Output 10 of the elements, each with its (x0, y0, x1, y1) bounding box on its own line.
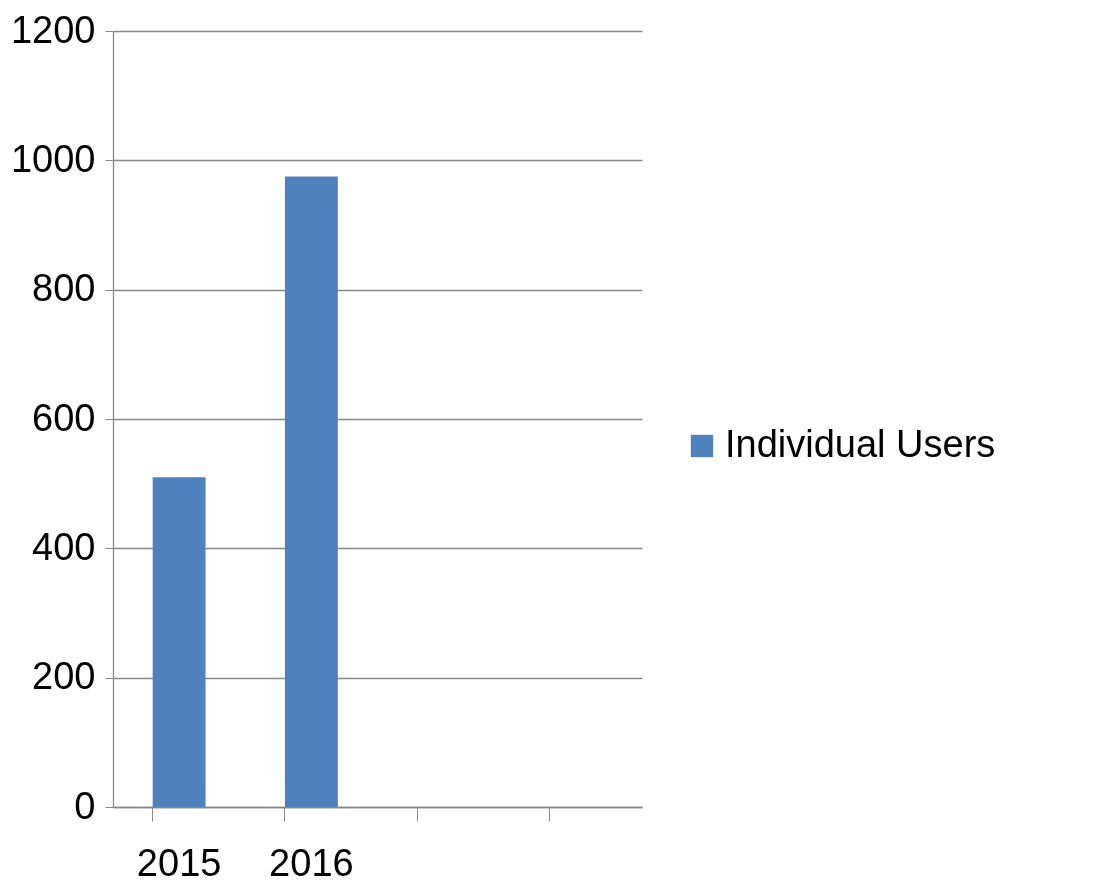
y-tick-label: 1000 (10, 137, 96, 180)
legend-label: Individual Users (725, 423, 996, 465)
x-tick-label: 2016 (269, 841, 354, 884)
x-tick-label: 2015 (136, 841, 222, 884)
y-tick-label: 800 (32, 267, 96, 310)
y-tick-label: 1200 (10, 8, 96, 51)
y-tick-label: 600 (32, 396, 96, 439)
y-tick-label: 0 (74, 784, 96, 827)
y-tick-label: 200 (32, 655, 96, 698)
y-tick-label: 400 (32, 525, 96, 568)
